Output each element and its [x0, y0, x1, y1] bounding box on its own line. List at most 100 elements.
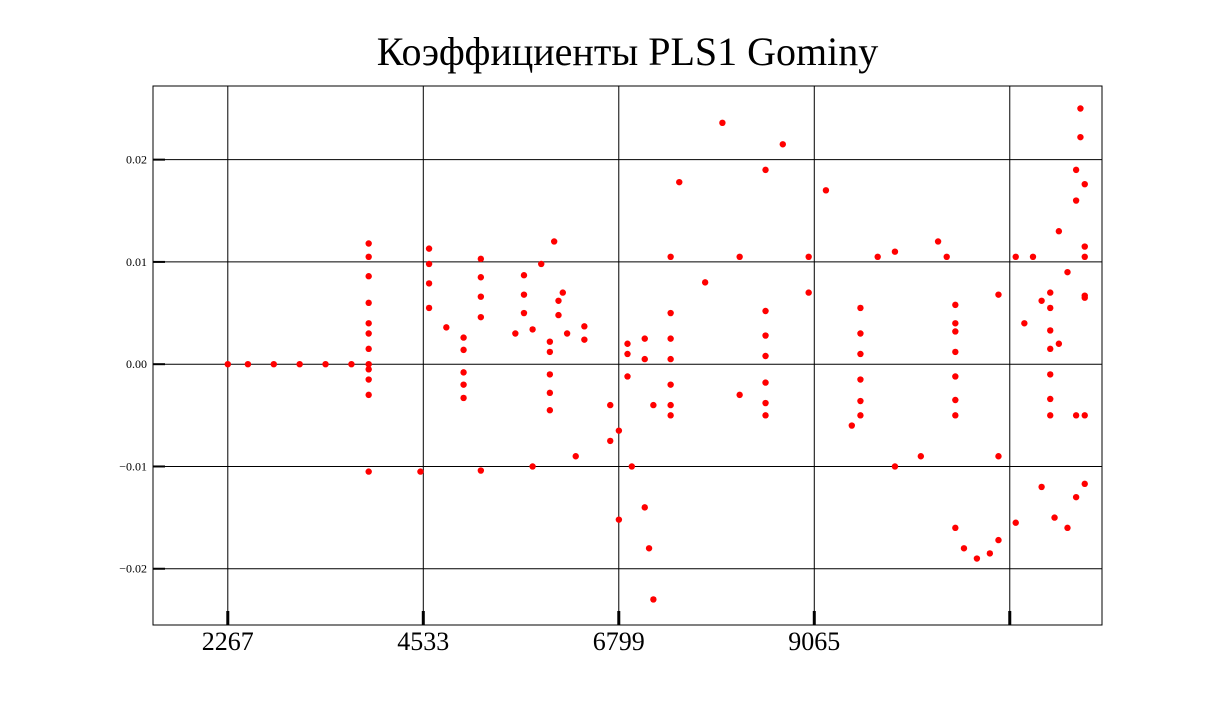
data-point — [995, 291, 1002, 298]
data-point — [857, 304, 864, 312]
data-point — [520, 309, 528, 317]
data-point — [762, 166, 769, 174]
tick-labels: 2267 4533 6799 9065 −0.02 −0.01 0.00 0.01 0.02 — [119, 153, 840, 656]
data-point — [641, 335, 648, 342]
data-point — [762, 399, 769, 407]
data-point — [952, 348, 959, 356]
y-tick-label: 0.00 — [126, 357, 147, 371]
data-point — [615, 516, 623, 523]
data-point — [296, 360, 303, 368]
data-point — [650, 596, 657, 603]
y-tick-label: −0.01 — [119, 459, 147, 473]
data-point — [645, 545, 653, 552]
data-point — [762, 307, 769, 315]
data-point — [952, 373, 959, 380]
data-point — [857, 376, 864, 383]
data-point — [581, 336, 588, 343]
tick-marks — [153, 158, 1012, 625]
scatter-points — [224, 105, 1088, 603]
data-point — [477, 293, 485, 300]
data-point — [1055, 228, 1063, 235]
data-point — [546, 371, 554, 378]
data-point — [555, 297, 562, 304]
x-tick-label: 2267 — [202, 627, 254, 656]
data-point — [322, 360, 329, 368]
grid-layer — [153, 86, 1102, 625]
data-point — [546, 389, 554, 397]
data-point — [952, 412, 959, 419]
data-point — [857, 350, 864, 358]
data-point — [960, 545, 968, 552]
data-point — [365, 253, 372, 261]
data-point — [736, 391, 743, 399]
data-point — [563, 330, 571, 337]
data-point — [874, 253, 881, 261]
data-point — [425, 304, 433, 312]
data-point — [1081, 243, 1088, 250]
data-point — [1038, 483, 1045, 491]
data-point — [365, 366, 372, 373]
data-point — [986, 550, 994, 557]
data-point — [365, 345, 372, 353]
data-point — [365, 240, 372, 247]
data-point — [1081, 253, 1088, 261]
data-point — [1072, 197, 1080, 204]
data-point — [425, 260, 433, 268]
data-point — [607, 401, 614, 409]
y-tick-label: −0.02 — [119, 562, 147, 576]
data-point — [1047, 345, 1054, 353]
data-point — [477, 467, 485, 474]
data-point — [270, 360, 277, 368]
data-point — [546, 338, 554, 345]
data-point — [546, 407, 554, 414]
data-point — [365, 320, 372, 327]
data-point — [762, 332, 769, 339]
data-point — [1055, 340, 1063, 347]
data-point — [762, 352, 769, 360]
data-point — [477, 274, 485, 281]
data-point — [244, 360, 252, 368]
data-point — [1012, 253, 1019, 261]
data-point — [719, 119, 726, 127]
data-point — [460, 334, 467, 341]
data-point — [917, 453, 925, 460]
data-point — [581, 323, 588, 330]
data-point — [365, 360, 372, 368]
data-point — [1064, 268, 1071, 276]
data-point — [1047, 304, 1054, 312]
data-point — [520, 272, 528, 279]
data-point — [615, 427, 623, 434]
data-point — [529, 326, 536, 333]
data-point — [1064, 524, 1071, 532]
data-point — [1081, 292, 1088, 299]
data-point — [1047, 395, 1054, 403]
data-point — [848, 422, 856, 429]
data-point — [667, 253, 674, 261]
data-point — [460, 394, 467, 402]
data-point — [1072, 412, 1080, 419]
data-point — [538, 260, 545, 268]
data-point — [779, 141, 786, 148]
data-point — [460, 346, 467, 354]
data-point — [973, 555, 981, 562]
data-point — [805, 289, 812, 296]
data-point — [952, 328, 959, 335]
chart-title: Коэффициенты PLS1 Gominy — [376, 29, 879, 74]
data-point — [624, 350, 631, 358]
y-tick-label: 0.01 — [126, 255, 147, 269]
data-point — [224, 360, 231, 368]
data-point — [460, 381, 467, 388]
data-point — [1038, 297, 1045, 304]
data-point — [417, 468, 424, 475]
data-point — [365, 330, 372, 337]
data-point — [1081, 480, 1088, 488]
data-point — [667, 355, 674, 363]
data-point — [952, 320, 959, 327]
data-point — [667, 412, 674, 419]
data-point — [1072, 493, 1080, 501]
data-point — [365, 468, 372, 475]
data-point — [559, 289, 566, 296]
data-point — [425, 245, 433, 252]
data-point — [550, 238, 558, 245]
data-point — [857, 412, 864, 419]
